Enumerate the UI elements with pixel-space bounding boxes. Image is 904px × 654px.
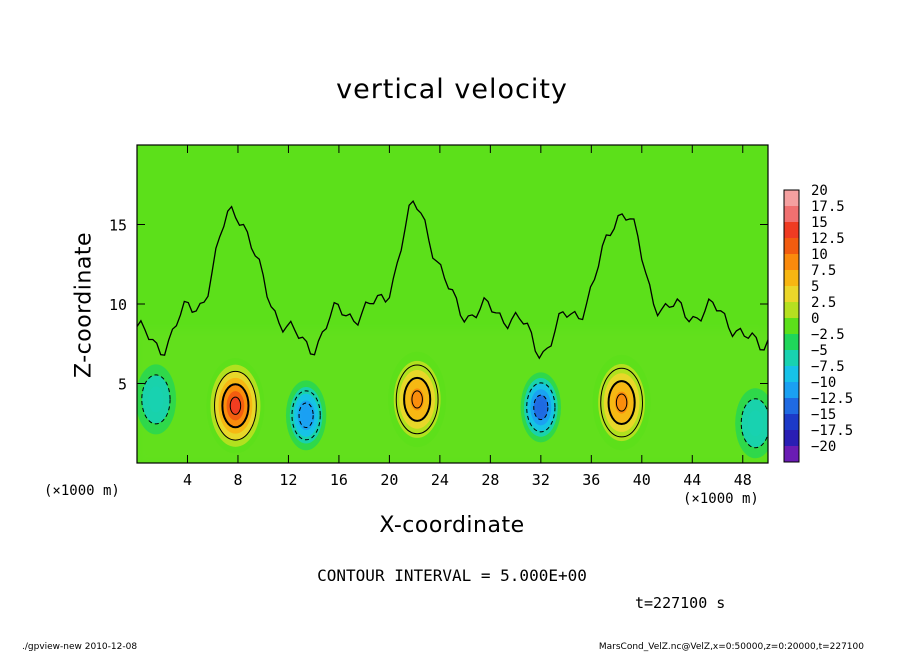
contour-line: [221, 383, 250, 429]
y-tick-label: 5: [118, 376, 127, 394]
colorbar-swatch: [784, 302, 799, 319]
updraft-cell: [388, 351, 447, 448]
colorbar-swatch: [784, 350, 799, 367]
x-unit-label-right: (×1000 m): [683, 491, 759, 507]
colorbar-label: 2.5: [811, 295, 836, 311]
colorbar-label: −10: [811, 375, 836, 391]
cell-band: [230, 397, 241, 414]
colorbar: 2017.51512.5107.552.50−2.5−5−7.5−10−12.5…: [783, 183, 853, 463]
colorbar-label: 15: [811, 215, 828, 231]
x-axis-label: X-coordinate: [379, 513, 525, 538]
contour-line: [600, 367, 644, 438]
contour-line: [411, 390, 423, 409]
contour-line-negative: [141, 374, 171, 425]
x-tick-label: 44: [683, 471, 701, 489]
contour-line: [395, 364, 439, 435]
colorbar-swatch: [784, 222, 799, 239]
cell-band: [148, 386, 164, 413]
contour-line-negative: [291, 390, 321, 441]
y-axis-label: Z-coordinate: [71, 232, 97, 378]
colorbar-label: 17.5: [811, 199, 845, 215]
colorbar-label: 0: [811, 311, 819, 327]
zero-contour: [137, 199, 768, 360]
cell-band: [614, 391, 629, 414]
contour-line: [403, 376, 432, 422]
colorbar-swatch: [784, 190, 799, 207]
colorbar-swatch: [784, 414, 799, 431]
footer-source: MarsCond_VelZ.nc@VelZ,x=0:50000,z=0:2000…: [598, 642, 864, 652]
contour-line-negative: [740, 398, 768, 449]
colorbar-label: 10: [811, 247, 828, 263]
colorbar-label: −5: [811, 343, 828, 359]
contour-line: [229, 396, 242, 415]
colorbar-label: −12.5: [811, 391, 853, 407]
plot-area: [137, 145, 768, 463]
x-tick-label: 32: [532, 471, 550, 489]
colorbar-frame: [783, 189, 800, 463]
colorbar-label: 5: [811, 279, 819, 295]
colorbar-swatch: [784, 254, 799, 271]
y-tick-label: 15: [109, 217, 127, 235]
colorbar-swatch: [784, 446, 799, 463]
x-unit-label: (×1000 m): [44, 483, 120, 499]
x-tick-label: 24: [431, 471, 449, 489]
colorbar-swatch: [784, 366, 799, 383]
cell-band: [536, 400, 545, 415]
colorbar-swatch: [784, 334, 799, 351]
colorbar-label: −7.5: [811, 359, 845, 375]
colorbar-label: −2.5: [811, 327, 845, 343]
x-tick-label: 48: [734, 471, 752, 489]
x-tick-label: 8: [233, 471, 242, 489]
x-tick-label: 36: [582, 471, 600, 489]
colorbar-swatch: [784, 318, 799, 335]
contour-line: [214, 370, 257, 441]
colorbar-swatch: [784, 206, 799, 223]
colorbar-swatch: [784, 382, 799, 399]
colorbar-swatch: [784, 238, 799, 255]
cell-band: [301, 407, 311, 424]
contour-line-negative: [298, 402, 314, 429]
time-label: t=227100 s: [635, 594, 726, 612]
updraft-cell: [592, 354, 651, 451]
colorbar-label: −20: [811, 439, 836, 455]
colorbar-label: −15: [811, 407, 836, 423]
cell-band: [410, 388, 424, 411]
colorbar-label: 12.5: [811, 231, 845, 247]
downdraft-cell: [735, 388, 768, 459]
x-tick-label: 28: [481, 471, 499, 489]
contour-interval-label: CONTOUR INTERVAL = 5.000E+00: [317, 566, 587, 585]
y-tick-label: 10: [109, 296, 127, 314]
colorbar-swatch: [784, 270, 799, 287]
colorbar-label: 20: [811, 183, 828, 199]
x-tick-label: 20: [380, 471, 398, 489]
x-tick-label: 12: [279, 471, 297, 489]
cell-band: [747, 410, 763, 437]
footer-command: ./gpview-new 2010-12-08: [22, 642, 138, 652]
colorbar-swatch: [784, 286, 799, 303]
updraft-cell: [206, 358, 265, 454]
chart-title: vertical velocity: [336, 74, 568, 105]
contour-line: [607, 380, 636, 426]
contour-line-negative: [533, 394, 549, 421]
contour-line: [615, 393, 628, 412]
colorbar-swatch: [784, 430, 799, 447]
colorbar-swatch: [784, 398, 799, 415]
x-tick-label: 4: [183, 471, 192, 489]
colorbar-label: 7.5: [811, 263, 836, 279]
colorbar-label: −17.5: [811, 423, 853, 439]
x-tick-label: 40: [633, 471, 651, 489]
x-tick-label: 16: [330, 471, 348, 489]
contour-line-negative: [526, 382, 556, 433]
